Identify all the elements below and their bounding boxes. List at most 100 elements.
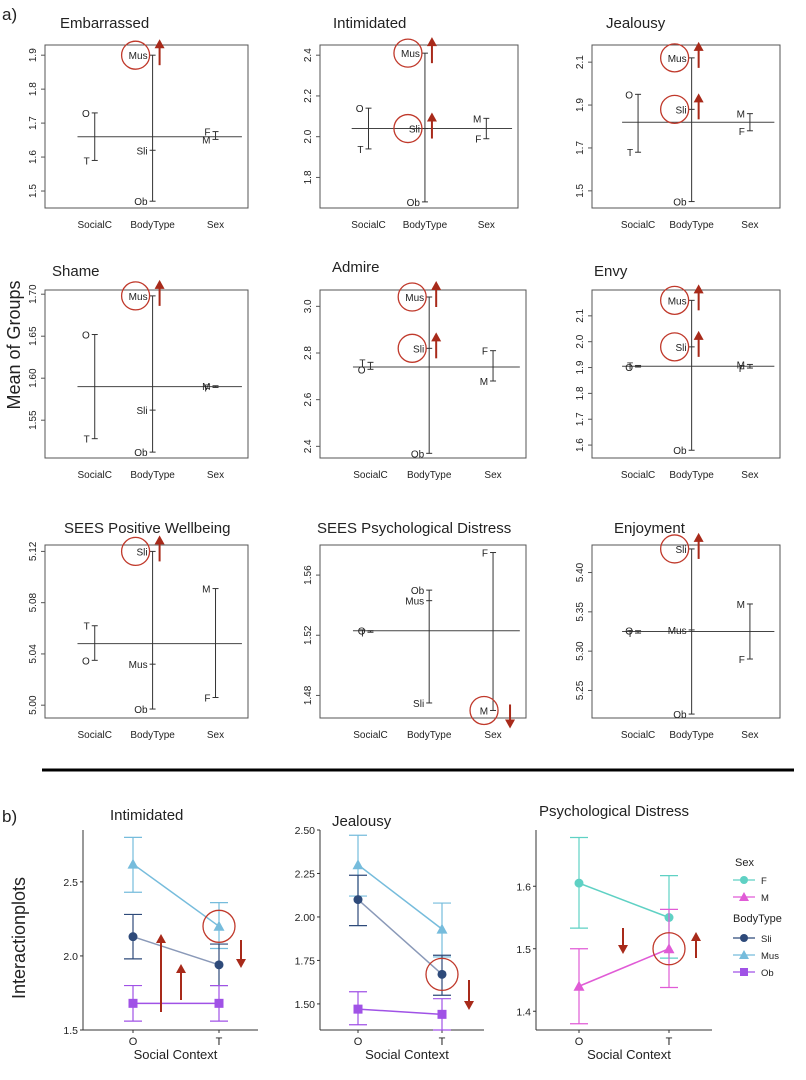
design-plot-8: SEES Psychological Distress 1.48 1.52 1.56 S… bbox=[303, 520, 527, 741]
point-ob bbox=[437, 1009, 447, 1019]
series-line-mus bbox=[357, 864, 443, 930]
legend-item-m: M bbox=[761, 893, 769, 904]
level-label: Ob bbox=[673, 446, 687, 457]
y-tick-label: 1.5 bbox=[516, 944, 531, 956]
y-tick-label: 1.8 bbox=[303, 170, 314, 184]
x-tick-label: O bbox=[129, 1036, 138, 1048]
y-tick-label: 1.8 bbox=[28, 82, 39, 96]
legend: Sex FM BodyType Sli Mus Ob bbox=[733, 857, 782, 979]
level-label: Mus bbox=[129, 660, 148, 671]
x-factor-label: BodyType bbox=[669, 470, 714, 481]
y-tick-label: 1.52 bbox=[303, 625, 314, 645]
x-factor-label: Sex bbox=[741, 470, 758, 481]
y-tick-label: 5.25 bbox=[575, 680, 586, 700]
level-label: Ob bbox=[673, 198, 687, 209]
series-line-sli bbox=[357, 899, 443, 975]
x-tick-label: O bbox=[575, 1036, 584, 1048]
level-label: Sli bbox=[676, 105, 687, 116]
highlight-circle bbox=[469, 695, 499, 726]
legend-item-ob: Ob bbox=[761, 968, 774, 979]
highlight-circle bbox=[120, 536, 151, 567]
highlight-circle bbox=[659, 43, 690, 73]
point-m bbox=[573, 980, 585, 991]
level-label: F bbox=[739, 364, 745, 375]
x-factor-label: BodyType bbox=[130, 220, 175, 231]
level-label: M bbox=[202, 135, 210, 146]
series-line-mus bbox=[132, 863, 220, 927]
y-tick-label: 1.60 bbox=[28, 368, 39, 388]
trend-arrow-head bbox=[176, 964, 186, 973]
x-factor-label: SocialC bbox=[351, 220, 385, 231]
point-mus bbox=[436, 923, 448, 934]
y-tick-label: 1.50 bbox=[295, 999, 316, 1011]
x-factor-label: BodyType bbox=[669, 730, 714, 741]
y-tick-label: 1.8 bbox=[575, 386, 586, 400]
y-tick-label: 5.04 bbox=[28, 644, 39, 664]
legend-item-sli: Sli bbox=[761, 934, 772, 945]
y-tick-label: 2.25 bbox=[295, 868, 316, 880]
level-label: Ob bbox=[673, 710, 687, 721]
y-tick-label: 1.65 bbox=[28, 326, 39, 346]
x-factor-label: BodyType bbox=[130, 470, 175, 481]
level-label: Ob bbox=[134, 705, 148, 716]
y-tick-label: 1.7 bbox=[28, 116, 39, 130]
x-axis-label: Social Context bbox=[365, 1047, 449, 1062]
chart-title: SEES Positive Wellbeing bbox=[64, 520, 230, 537]
point-sli bbox=[214, 960, 224, 970]
chart-title: Envy bbox=[594, 263, 628, 280]
y-tick-label: 1.5 bbox=[28, 184, 39, 198]
design-plot-1: Embarrassed 1.5 1.6 1.7 1.8 1.9 SocialC BodyTyp… bbox=[28, 15, 249, 231]
legend-item-mus: Mus bbox=[761, 951, 779, 962]
point-ob bbox=[214, 998, 224, 1008]
y-tick-label: 1.9 bbox=[575, 360, 586, 374]
y-tick-label: 5.00 bbox=[28, 695, 39, 715]
y-tick-label: 1.7 bbox=[575, 412, 586, 426]
level-label: Sli bbox=[413, 344, 424, 355]
level-label: Ob bbox=[411, 449, 425, 460]
series-line-f bbox=[578, 882, 670, 919]
y-tick-label: 1.9 bbox=[28, 48, 39, 62]
part-a-label: a) bbox=[2, 5, 17, 24]
x-tick-label: T bbox=[666, 1036, 673, 1048]
chart-title: Admire bbox=[332, 259, 380, 276]
highlight-circle bbox=[397, 333, 427, 363]
y-label-a: Mean of Groups bbox=[4, 280, 24, 409]
level-label: Sli bbox=[676, 545, 687, 556]
y-tick-label: 2.4 bbox=[303, 48, 314, 62]
legend-title-bodytype: BodyType bbox=[733, 913, 782, 925]
level-label: F bbox=[475, 135, 481, 146]
level-label: T bbox=[627, 629, 633, 640]
level-label: Ob bbox=[134, 448, 148, 459]
legend-marker-m bbox=[739, 892, 749, 901]
trend-arrow-head bbox=[156, 934, 166, 943]
plot-frame bbox=[44, 44, 249, 209]
y-tick-label: 5.12 bbox=[28, 541, 39, 561]
highlight-circle bbox=[393, 38, 423, 68]
level-label: O bbox=[625, 627, 633, 638]
highlight-circle bbox=[393, 113, 423, 144]
level-label: O bbox=[82, 109, 90, 120]
level-label: F bbox=[482, 549, 488, 560]
x-factor-label: BodyType bbox=[669, 220, 714, 231]
y-tick-label: 2.2 bbox=[303, 89, 314, 103]
y-tick-label: 5.08 bbox=[28, 592, 39, 612]
x-factor-label: BodyType bbox=[407, 730, 452, 741]
interaction-plot-3: Psychological Distress 1.4 1.5 1.6 O TSocial … bbox=[516, 803, 712, 1062]
trend-arrow-head bbox=[693, 330, 704, 340]
y-tick-label: 2.4 bbox=[303, 439, 314, 453]
point-mus bbox=[213, 920, 225, 931]
level-label: T bbox=[357, 145, 363, 156]
y-tick-label: 2.8 bbox=[303, 346, 314, 360]
trend-arrow-head bbox=[236, 959, 246, 968]
trend-arrow-head bbox=[154, 39, 165, 49]
chart-title: SEES Psychological Distress bbox=[317, 520, 511, 537]
x-factor-label: SocialC bbox=[78, 220, 112, 231]
y-label-b: Interactionplots bbox=[9, 877, 29, 999]
level-label: T bbox=[359, 358, 365, 369]
highlight-circle bbox=[659, 534, 690, 564]
level-label: M bbox=[737, 600, 745, 611]
level-label: Mus bbox=[129, 51, 148, 62]
level-label: T bbox=[627, 148, 633, 159]
highlight-circle bbox=[120, 281, 151, 311]
chart-title: Embarrassed bbox=[60, 15, 149, 32]
